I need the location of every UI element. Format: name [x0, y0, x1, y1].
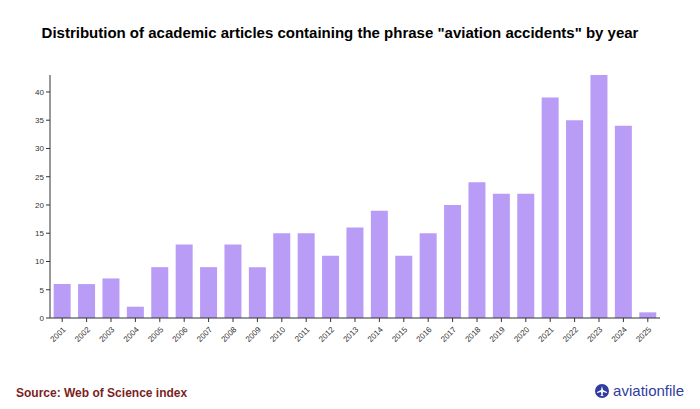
svg-text:2008: 2008 — [219, 325, 238, 344]
svg-text:5: 5 — [40, 286, 45, 295]
svg-text:2019: 2019 — [488, 325, 507, 344]
svg-text:2012: 2012 — [317, 325, 336, 344]
html-text:aviationfile: aviationfile — [613, 382, 684, 399]
svg-text:2010: 2010 — [268, 325, 287, 344]
svg-text:2021: 2021 — [537, 325, 556, 344]
svg-text:15: 15 — [35, 229, 44, 238]
svg-text:2001: 2001 — [49, 325, 68, 344]
svg-text:2007: 2007 — [195, 325, 214, 344]
svg-text:2004: 2004 — [122, 325, 141, 344]
svg-text:2006: 2006 — [171, 325, 190, 344]
svg-text:25: 25 — [35, 173, 44, 182]
svg-text:20: 20 — [35, 201, 44, 210]
svg-text:2011: 2011 — [293, 325, 312, 344]
svg-text:2015: 2015 — [390, 325, 409, 344]
svg-text:2025: 2025 — [634, 325, 653, 344]
svg-text:10: 10 — [35, 257, 44, 266]
svg-text:35: 35 — [35, 116, 44, 125]
html-text:Distribution of academic artic: Distribution of academic articles contai… — [41, 24, 639, 41]
svg-text:2022: 2022 — [561, 325, 580, 344]
svg-text:2013: 2013 — [341, 325, 360, 344]
svg-text:2024: 2024 — [610, 325, 629, 344]
svg-text:2003: 2003 — [97, 325, 116, 344]
svg-text:2005: 2005 — [146, 325, 165, 344]
svg-text:2017: 2017 — [439, 325, 458, 344]
svg-text:2014: 2014 — [366, 325, 385, 344]
svg-text:2018: 2018 — [463, 325, 482, 344]
svg-text:30: 30 — [35, 144, 44, 153]
svg-text:2016: 2016 — [415, 325, 434, 344]
svg-text:2023: 2023 — [585, 325, 604, 344]
svg-text:2009: 2009 — [244, 325, 263, 344]
svg-text:2002: 2002 — [73, 325, 92, 344]
html-text:Source: Web of Science index: Source: Web of Science index — [16, 386, 188, 400]
svg-text:0: 0 — [40, 314, 45, 323]
svg-text:40: 40 — [35, 88, 44, 97]
svg-text:2020: 2020 — [512, 325, 531, 344]
